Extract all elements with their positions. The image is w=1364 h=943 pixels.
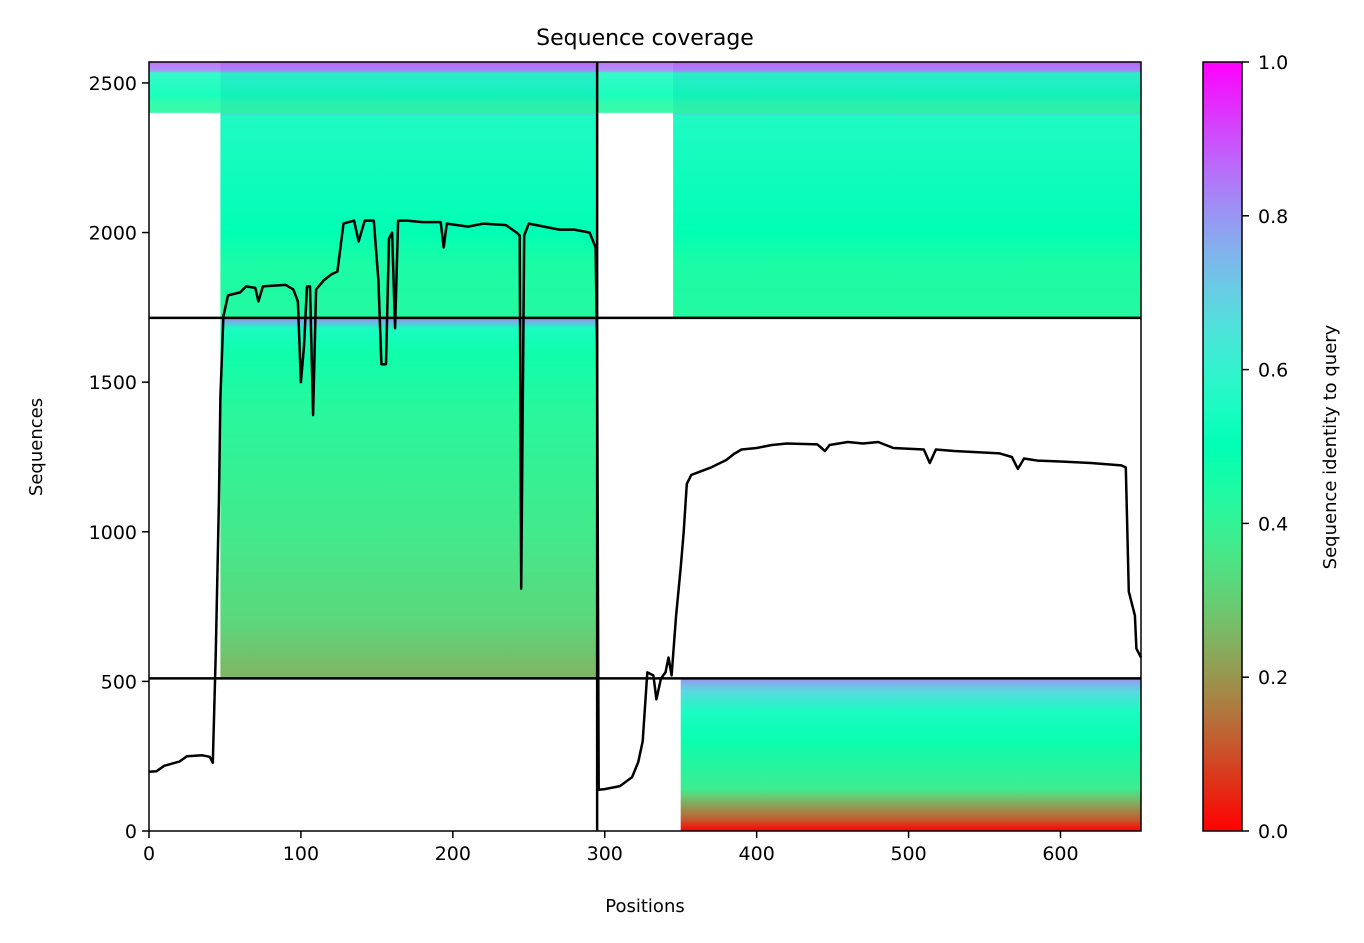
coverage-line [148,219,1143,791]
x-tick-label: 200 [435,843,471,865]
colorbar-tick-label: 0.0 [1258,821,1288,843]
x-tick-label: 600 [1042,843,1078,865]
y-tick-label: 0 [125,821,137,843]
y-tick-label: 500 [101,671,137,693]
colorbar-tick-label: 0.4 [1258,513,1288,535]
colorbar-tick-label: 0.8 [1258,206,1288,228]
y-axis-label: Sequences [26,398,47,496]
colorbar-tick-label: 1.0 [1258,52,1288,74]
heatmap-block [220,317,598,679]
colorbar-label: Sequence identity to query [1320,324,1341,569]
y-tick-label: 2000 [89,223,137,245]
heatmap-block [149,62,1141,113]
colorbar-gradient [1202,61,1243,832]
y-tick-label: 1000 [89,522,137,544]
x-tick-label: 300 [587,843,623,865]
chart-title: Sequence coverage [536,26,754,51]
y-tick-label: 1500 [89,372,137,394]
x-tick-label: 100 [283,843,319,865]
plot-area: 0 100 200 300 400 500 600 0 500 1000 1500 2000 2500 [89,61,1143,865]
colorbar: 0.0 0.2 0.4 0.6 0.8 1.0 [1202,52,1288,843]
plot-frame [148,61,1142,832]
heatmap-block [680,678,1141,831]
x-axis-label: Positions [605,896,684,917]
x-tick-label: 500 [890,843,926,865]
colorbar-tick-label: 0.6 [1258,360,1288,382]
y-tick-label: 2500 [89,73,137,95]
colorbar-tick-label: 0.2 [1258,667,1288,689]
x-tick-label: 400 [739,843,775,865]
x-tick-label: 0 [143,843,155,865]
